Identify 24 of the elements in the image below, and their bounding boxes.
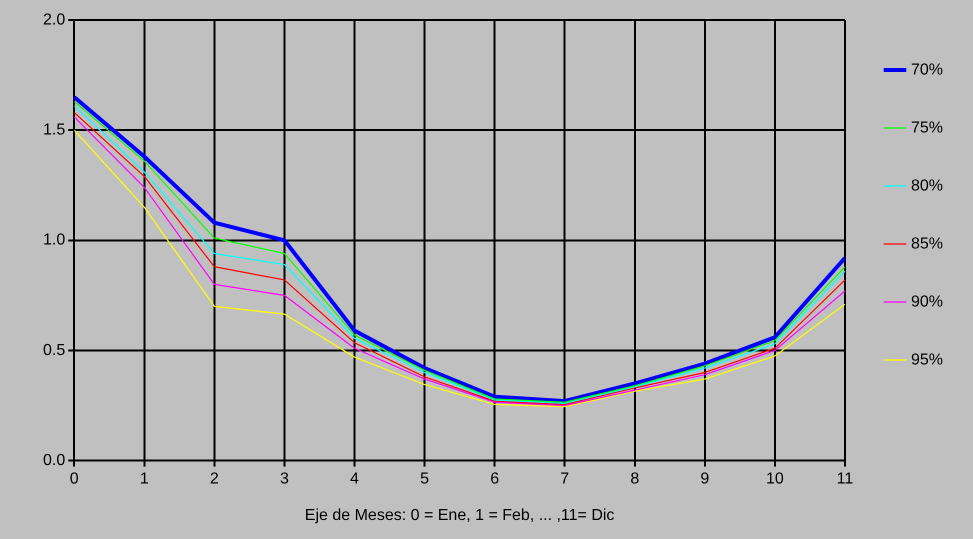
x-tick-label: 8 (630, 470, 640, 488)
legend-label: 75% (910, 119, 944, 136)
x-tick-label: 7 (560, 470, 570, 488)
legend-label: 80% (910, 177, 944, 194)
x-tick-label: 1 (140, 470, 149, 488)
legend-label: 85% (910, 235, 944, 252)
x-tick-label: 0 (70, 470, 79, 488)
x-tick-label: 4 (350, 470, 360, 488)
y-tick-label: 2.0 (42, 11, 66, 28)
x-tick-label: 2 (210, 470, 219, 488)
x-tick-label: 9 (700, 470, 710, 488)
x-tick-label: 5 (420, 470, 430, 488)
x-tick-label: 10 (766, 470, 784, 488)
x-axis-title: Eje de Meses: 0 = Ene, 1 = Feb, ... ,11= Dic (304, 506, 614, 524)
y-tick-label: 1.5 (42, 122, 66, 139)
x-tick-label: 3 (280, 470, 289, 488)
x-tick-label: 11 (836, 470, 854, 488)
y-tick-label: 1.0 (42, 232, 66, 249)
y-tick-label: 0.0 (42, 452, 66, 470)
legend-label: 95% (910, 351, 944, 368)
legend-label: 90% (910, 293, 944, 310)
legend-label: 70% (910, 61, 944, 78)
y-tick-label: 0.5 (42, 342, 66, 359)
x-tick-label: 6 (490, 470, 500, 488)
